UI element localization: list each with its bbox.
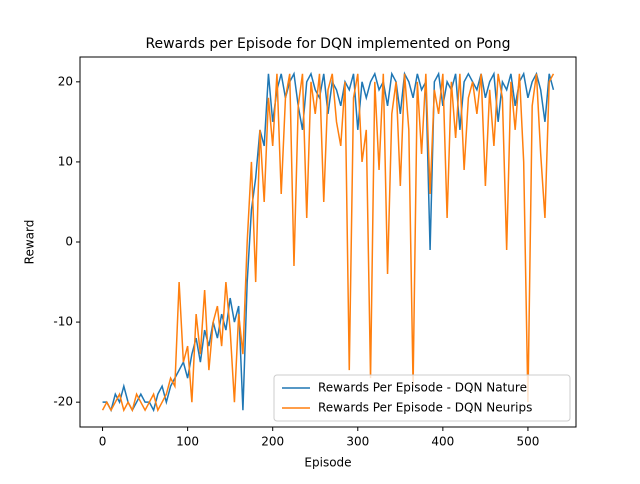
x-tick-label: 0	[99, 435, 107, 449]
legend: Rewards Per Episode - DQN Nature Rewards …	[273, 374, 571, 422]
x-tick-label: 300	[346, 435, 369, 449]
y-tick-label: 0	[65, 235, 73, 249]
line-series	[101, 73, 555, 413]
y-tick-label: 20	[58, 74, 73, 88]
plot-frame	[79, 56, 577, 428]
x-tick-label: 500	[516, 435, 539, 449]
x-tick-label: 200	[261, 435, 284, 449]
legend-label: Rewards Per Episode - DQN Nature	[318, 381, 527, 395]
chart-title: Rewards per Episode for DQN implemented …	[145, 36, 510, 52]
x-tick-label: 100	[176, 435, 199, 449]
y-tick-label: -20	[53, 395, 73, 409]
legend-label: Rewards Per Episode - DQN Neurips	[318, 401, 532, 415]
line-series	[102, 71, 555, 413]
legend-box	[273, 374, 571, 422]
y-tick-label: -10	[53, 315, 73, 329]
y-tick-label: 10	[58, 154, 73, 168]
x-axis-label: Episode	[304, 456, 351, 470]
x-tick-label: 400	[431, 435, 454, 449]
y-axis-label: Reward	[23, 220, 37, 265]
